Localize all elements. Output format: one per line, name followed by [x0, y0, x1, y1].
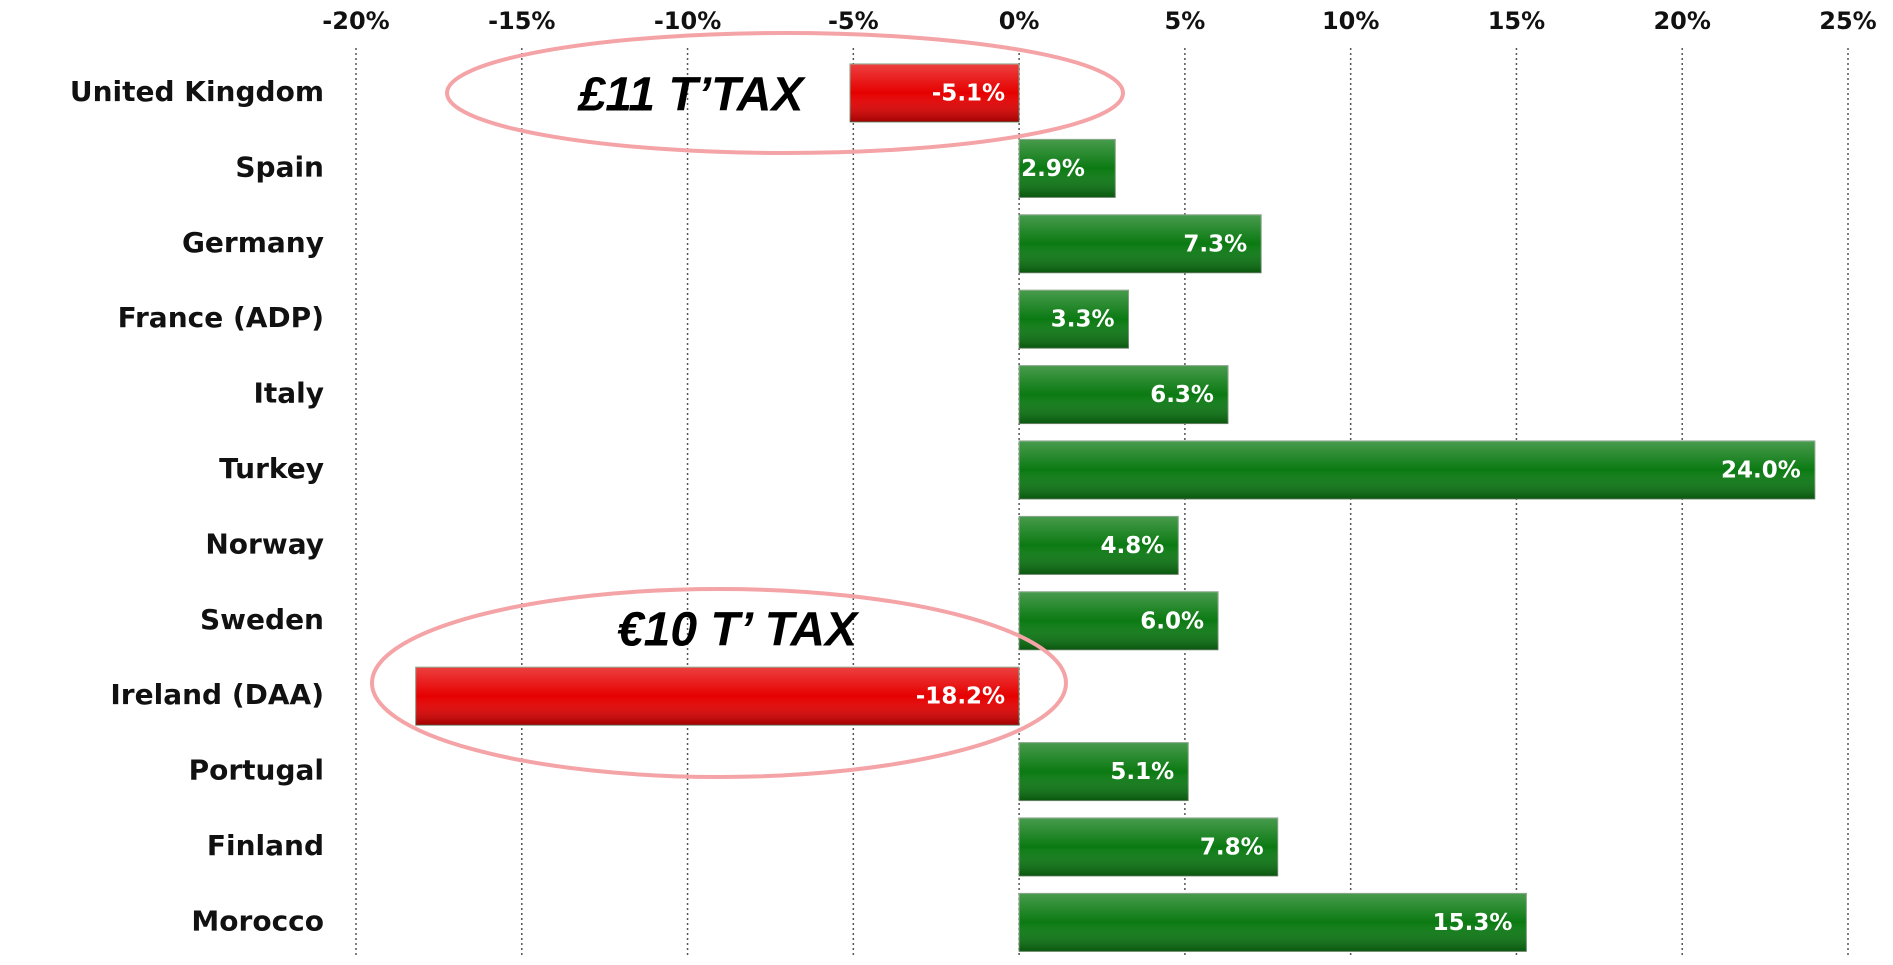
value-label: 15.3% — [1433, 910, 1513, 936]
category-label: Sweden — [200, 603, 324, 636]
bar-shade — [1019, 818, 1278, 876]
value-label: 7.3% — [1183, 231, 1247, 257]
x-tick-label: -10% — [654, 7, 721, 35]
value-label: -5.1% — [932, 81, 1005, 107]
x-tick-label: 15% — [1488, 7, 1545, 35]
bar-shade — [1019, 591, 1219, 650]
highlight-ellipse — [370, 587, 1068, 779]
value-label: 6.0% — [1140, 608, 1204, 634]
bar-shade — [1019, 290, 1129, 349]
value-label: 6.3% — [1150, 382, 1214, 408]
bar-shade — [850, 64, 1020, 122]
x-tick-label: 0% — [999, 7, 1040, 35]
category-label: Spain — [235, 150, 324, 183]
annotation: €10 T’ TAX — [617, 604, 860, 657]
x-tick-label: -5% — [828, 7, 879, 35]
x-tick-label: 10% — [1322, 7, 1379, 35]
bar-shade — [415, 667, 1020, 726]
category-label: Turkey — [219, 452, 324, 485]
category-label: Germany — [182, 226, 324, 259]
category-label: France (ADP) — [118, 301, 324, 334]
value-label: 5.1% — [1110, 759, 1174, 785]
category-label: Norway — [205, 527, 324, 560]
bar-shade — [1019, 893, 1527, 952]
value-label: 4.8% — [1100, 533, 1164, 559]
value-label: 3.3% — [1051, 307, 1115, 333]
x-tick-label: 5% — [1165, 7, 1206, 35]
bar-shade — [1019, 441, 1815, 499]
value-label: 7.8% — [1200, 835, 1264, 861]
category-label: Italy — [253, 377, 324, 410]
bar-shade — [1019, 214, 1262, 273]
annotation: £11 T’TAX — [577, 69, 807, 122]
value-label: 2.9% — [1021, 156, 1085, 182]
x-tick-label: -20% — [322, 7, 389, 35]
category-label: Portugal — [189, 754, 324, 787]
x-tick-label: 20% — [1653, 7, 1710, 35]
bar-shade — [1019, 365, 1228, 424]
x-tick-label: -15% — [488, 7, 555, 35]
category-label: Morocco — [191, 904, 324, 937]
bar-shade — [1019, 516, 1179, 575]
x-tick-label: 25% — [1819, 7, 1876, 35]
bar-shade — [1019, 742, 1189, 801]
value-label: 24.0% — [1721, 458, 1801, 484]
bar-shade — [1019, 139, 1116, 198]
category-label: Ireland (DAA) — [110, 678, 324, 711]
category-label: Finland — [207, 829, 324, 862]
highlight-ellipse — [445, 31, 1125, 155]
value-label: -18.2% — [916, 684, 1005, 710]
category-label: United Kingdom — [70, 75, 324, 108]
